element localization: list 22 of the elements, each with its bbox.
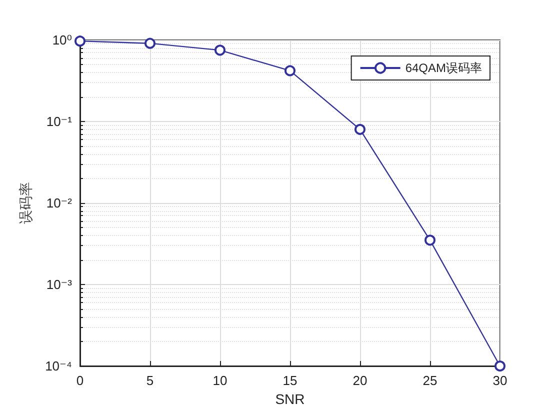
point bbox=[214, 44, 226, 56]
point bbox=[144, 38, 156, 49]
x-axis-title: SNR bbox=[275, 390, 305, 407]
x-tick-label: 0 bbox=[76, 373, 84, 388]
x-tick-label: 25 bbox=[422, 373, 438, 388]
y-tick-label: 10⁻² bbox=[46, 196, 73, 210]
y-tick-label: 10⁰ bbox=[52, 32, 72, 48]
y-tick-label: 10⁻³ bbox=[46, 277, 73, 292]
x-tick-label: 20 bbox=[352, 373, 368, 388]
point bbox=[74, 36, 86, 47]
x-tick-label: 30 bbox=[492, 373, 508, 388]
x-tick-label: 15 bbox=[282, 373, 298, 388]
x-tick-label: 5 bbox=[146, 373, 154, 388]
y-tick-label: 10⁻⁴ bbox=[45, 358, 72, 374]
y-tick-label: 10⁻¹ bbox=[46, 114, 73, 129]
point bbox=[494, 360, 506, 372]
point bbox=[284, 65, 296, 76]
legend-label: 64QAM误码率 bbox=[405, 61, 482, 75]
point bbox=[354, 124, 366, 135]
point bbox=[424, 234, 436, 246]
y-axis-title: 误码率 bbox=[18, 182, 34, 224]
x-tick-label: 10 bbox=[212, 373, 228, 388]
